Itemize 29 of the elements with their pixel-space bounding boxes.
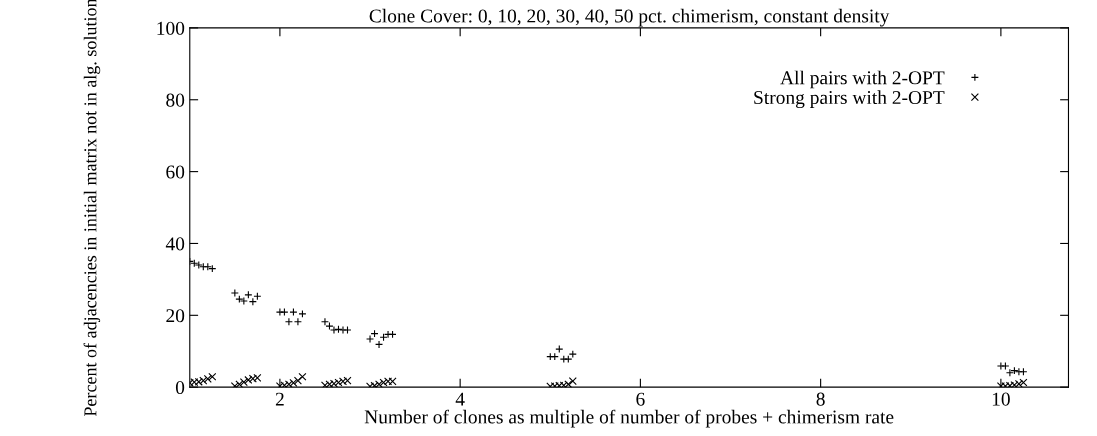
x-tick-label: 6 (636, 392, 645, 406)
point (203, 374, 212, 383)
point (1001, 361, 1010, 370)
point (996, 361, 1005, 370)
point (329, 326, 339, 335)
y-tick-label: 60 (166, 165, 185, 179)
x-tick-label: 8 (816, 392, 825, 406)
x-tick-label: 2 (275, 392, 284, 406)
y-tick-label: 80 (166, 93, 185, 107)
point (239, 378, 248, 387)
x-tick-label: 4 (455, 392, 465, 406)
point (568, 377, 577, 386)
point (375, 340, 384, 349)
point (230, 289, 239, 298)
y-tick-label: 100 (157, 21, 185, 35)
legend-label: All pairs with 2-OPT (780, 70, 945, 89)
point (298, 372, 307, 381)
chart-title: Clone Cover: 0, 10, 20, 30, 40, 50 pct. chimerism, constant density (369, 8, 890, 27)
x-axis-title: Number of clones as multiple of number of probes + chimerism rate (364, 409, 894, 428)
point (293, 376, 302, 385)
y-tick-label: 20 (166, 309, 185, 323)
point (194, 260, 203, 270)
point (343, 326, 352, 335)
y-tick-label: 40 (165, 237, 185, 251)
point (208, 372, 217, 381)
point (320, 317, 329, 326)
y-tick-label: 0 (175, 380, 185, 395)
x-tick-label: 10 (992, 392, 1010, 406)
legend-label: Strong pairs with 2-OPT (754, 90, 945, 109)
